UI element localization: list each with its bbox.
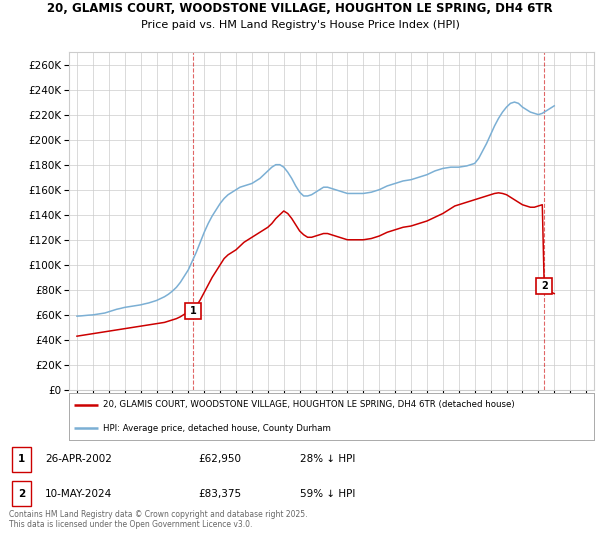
FancyBboxPatch shape <box>12 482 31 506</box>
Text: HPI: Average price, detached house, County Durham: HPI: Average price, detached house, Coun… <box>103 424 331 433</box>
Text: 26-APR-2002: 26-APR-2002 <box>45 454 112 464</box>
Text: 28% ↓ HPI: 28% ↓ HPI <box>300 454 355 464</box>
Text: Contains HM Land Registry data © Crown copyright and database right 2025.
This d: Contains HM Land Registry data © Crown c… <box>9 510 307 529</box>
Text: 1: 1 <box>190 306 197 316</box>
Text: £83,375: £83,375 <box>198 489 241 499</box>
Text: 2: 2 <box>541 281 548 291</box>
Text: £62,950: £62,950 <box>198 454 241 464</box>
FancyBboxPatch shape <box>12 447 31 472</box>
Text: 59% ↓ HPI: 59% ↓ HPI <box>300 489 355 499</box>
Text: 10-MAY-2024: 10-MAY-2024 <box>45 489 112 499</box>
Text: Price paid vs. HM Land Registry's House Price Index (HPI): Price paid vs. HM Land Registry's House … <box>140 20 460 30</box>
Text: 1: 1 <box>18 454 25 464</box>
Text: 20, GLAMIS COURT, WOODSTONE VILLAGE, HOUGHTON LE SPRING, DH4 6TR: 20, GLAMIS COURT, WOODSTONE VILLAGE, HOU… <box>47 2 553 15</box>
Text: 2: 2 <box>18 489 25 499</box>
Text: 20, GLAMIS COURT, WOODSTONE VILLAGE, HOUGHTON LE SPRING, DH4 6TR (detached house: 20, GLAMIS COURT, WOODSTONE VILLAGE, HOU… <box>103 400 515 409</box>
